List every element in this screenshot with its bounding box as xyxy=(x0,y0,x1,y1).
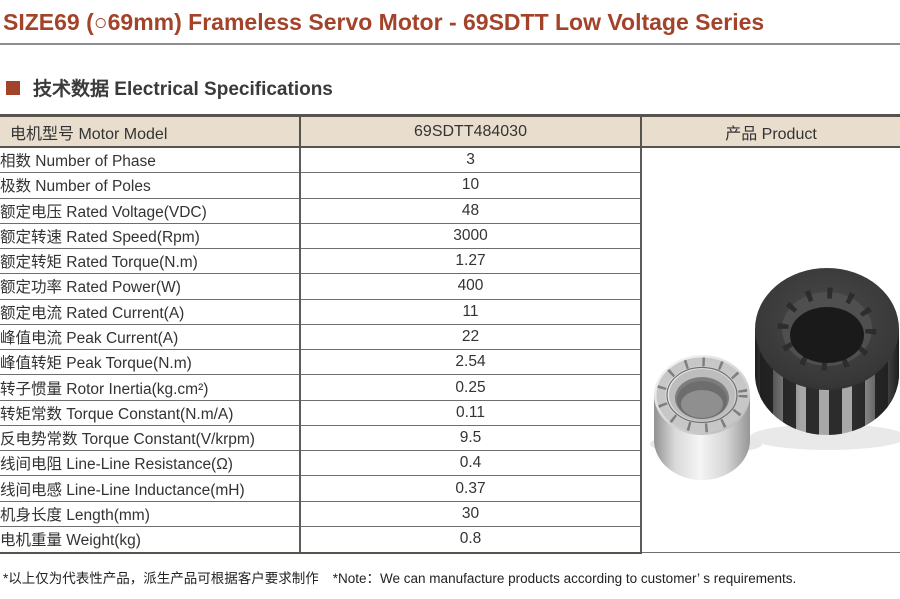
table-row: 额定转速 Rated Speed(Rpm) 3000 xyxy=(0,223,900,250)
table-row: 线间电感 Line-Line Inductance(mH) 0.37 xyxy=(0,475,900,502)
footnote-cn: *以上仅为代表性产品，派生产品可根据客户要求制作 xyxy=(3,570,319,586)
section-header: 技术数据 Electrical Specifications xyxy=(6,74,900,101)
spec-value-cell: 0.8 xyxy=(300,526,642,554)
table-row: 线间电阻 Line-Line Resistance(Ω) 0.4 xyxy=(0,450,900,477)
spec-label-cell: 转矩常数 Torque Constant(N.m/A) xyxy=(0,400,301,426)
spec-table: 电机型号 Motor Model 69SDTT484030 产品 Product… xyxy=(0,114,900,554)
spec-label-cell: 额定电流 Rated Current(A) xyxy=(0,299,301,325)
table-row: 反电势常数 Torque Constant(V/krpm) 9.5 xyxy=(0,425,900,452)
spec-header-product: 产品 Product xyxy=(641,114,900,148)
spec-value-cell: 3000 xyxy=(300,223,642,250)
table-row: 额定转矩 Rated Torque(N.m) 1.27 xyxy=(0,248,900,275)
spec-label-cell: 相数 Number of Phase xyxy=(0,147,301,174)
motor-product-image xyxy=(650,268,900,480)
spec-value-cell: 0.4 xyxy=(300,450,642,477)
spec-label-cell: 电机重量 Weight(kg) xyxy=(0,526,301,554)
table-row: 机身长度 Length(mm) 30 xyxy=(0,501,900,528)
section-title: 技术数据 Electrical Specifications xyxy=(33,79,333,100)
stator-ring-image xyxy=(755,268,899,435)
table-row: 转子惯量 Rotor Inertia(kg.cm²) 0.25 xyxy=(0,374,900,401)
spec-label-cell: 机身长度 Length(mm) xyxy=(0,501,301,528)
spec-label-cell: 峰值电流 Peak Current(A) xyxy=(0,324,301,351)
spec-label-cell: 额定转速 Rated Speed(Rpm) xyxy=(0,223,301,250)
footnote-en: *Note：We can manufacture products accord… xyxy=(332,570,797,586)
spec-label-cell: 额定转矩 Rated Torque(N.m) xyxy=(0,248,301,275)
table-row: 极数 Number of Poles 10 xyxy=(0,172,900,199)
spec-value-cell: 0.37 xyxy=(300,475,642,502)
table-row: 相数 Number of Phase 3 xyxy=(0,147,900,553)
spec-label-cell: 极数 Number of Poles xyxy=(0,172,301,199)
spec-header-row: 电机型号 Motor Model 69SDTT484030 产品 Product xyxy=(0,114,900,148)
spec-value-cell: 11 xyxy=(300,299,642,325)
spec-value-cell: 48 xyxy=(300,198,642,224)
spec-label-cell: 反电势常数 Torque Constant(V/krpm) xyxy=(0,425,301,452)
spec-label-cell: 峰值转矩 Peak Torque(N.m) xyxy=(0,349,301,376)
product-photo-cell xyxy=(641,147,900,553)
spec-value-cell: 0.25 xyxy=(300,374,642,401)
table-row: 转矩常数 Torque Constant(N.m/A) 0.11 xyxy=(0,400,900,426)
footnote: *以上仅为代表性产品，派生产品可根据客户要求制作 *Note：We can man… xyxy=(3,567,900,587)
spec-value-cell: 9.5 xyxy=(300,425,642,452)
spec-value-cell: 1.27 xyxy=(300,248,642,275)
spec-label-cell: 额定功率 Rated Power(W) xyxy=(0,273,301,300)
table-row: 电机重量 Weight(kg) 0.8 xyxy=(0,526,900,554)
spec-value-cell: 400 xyxy=(300,273,642,300)
table-row: 峰值电流 Peak Current(A) 22 xyxy=(0,324,900,351)
page-title: SIZE69 (○69mm) Frameless Servo Motor - 6… xyxy=(3,9,765,35)
spec-value-cell: 30 xyxy=(300,501,642,528)
spec-value-cell: 2.54 xyxy=(300,349,642,376)
spec-label-cell: 转子惯量 Rotor Inertia(kg.cm²) xyxy=(0,374,301,401)
datasheet-page: SIZE69 (○69mm) Frameless Servo Motor - 6… xyxy=(0,8,900,599)
rotor-ring-image xyxy=(654,355,750,480)
spec-value-cell: 3 xyxy=(300,147,642,174)
table-row: 峰值转矩 Peak Torque(N.m) 2.54 xyxy=(0,349,900,376)
spec-value-cell: 22 xyxy=(300,324,642,351)
spec-header-value: 69SDTT484030 xyxy=(300,114,642,148)
spec-value-cell: 10 xyxy=(300,172,642,199)
spec-label-cell: 额定电压 Rated Voltage(VDC) xyxy=(0,198,301,224)
table-row: 额定电压 Rated Voltage(VDC) 48 xyxy=(0,198,900,224)
title-divider xyxy=(0,43,900,45)
spec-value-cell: 0.11 xyxy=(300,400,642,426)
section-bullet-icon xyxy=(6,80,20,95)
spec-header-model: 电机型号 Motor Model xyxy=(0,114,301,148)
table-row: 额定电流 Rated Current(A) 11 xyxy=(0,299,900,325)
spec-label-cell: 线间电感 Line-Line Inductance(mH) xyxy=(0,475,301,502)
table-row: 额定功率 Rated Power(W) 400 xyxy=(0,273,900,300)
spec-label-cell: 线间电阻 Line-Line Resistance(Ω) xyxy=(0,450,301,477)
